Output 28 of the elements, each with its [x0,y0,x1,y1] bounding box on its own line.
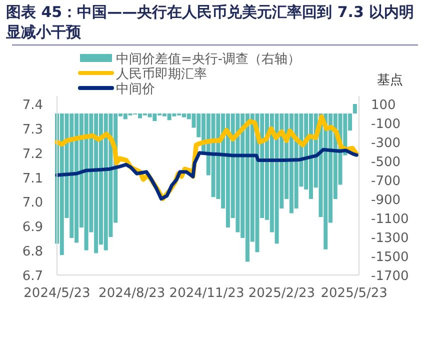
x-tick-label: 2025/2/23 [248,286,316,301]
y2-tick-label: -1300 [371,231,409,246]
y-tick-label: 6.8 [22,244,43,260]
x-tick-label: 2024/8/23 [98,286,166,301]
y2-tick-label: 100 [371,98,396,113]
y-tick-label: 7.0 [22,196,43,211]
y2-axis-title: 基点 [377,73,403,88]
title: 图表 45：中国——央行在人民币兑美元汇率回到 7.3 以内明显减小干预 [6,3,414,41]
y2-tick-label: -1100 [371,212,409,227]
y2-tick-label: -1700 [371,269,409,284]
y2-tick-label: -1500 [371,250,409,265]
legend-label: 人民币即期汇率 [116,66,207,82]
y2-tick-label: -100 [371,117,401,132]
y-tick-label: 7.3 [22,122,43,138]
y-tick-label: 7.1 [22,171,43,186]
y2-tick-label: -700 [371,174,401,189]
x-tick-label: 2024/11/23 [169,286,244,301]
y2-tick-label: -900 [371,193,401,208]
y-tick-label: 6.9 [22,220,43,236]
y-tick-label: 6.7 [22,269,43,284]
y-tick-label: 7.4 [22,98,43,113]
y2-tick-label: -500 [371,155,401,170]
x-tick-label: 2025/5/23 [320,286,388,301]
legend-label: 中间价差值=央行-调查（右轴） [116,52,301,67]
y-tick-label: 7.2 [22,146,43,162]
x-tick-label: 2024/5/23 [24,286,90,301]
legend-label: 中间价 [116,82,155,97]
y2-tick-label: -300 [371,136,401,151]
